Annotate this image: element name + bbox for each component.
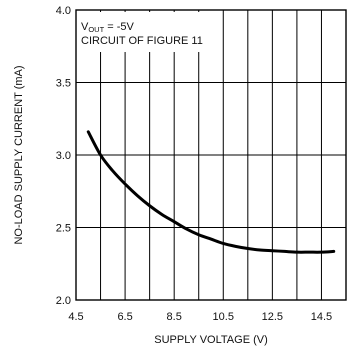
annotation-background <box>78 12 216 52</box>
x-tick-label: 14.5 <box>311 311 332 323</box>
x-tick-label: 8.5 <box>167 311 182 323</box>
y-tick-label: 3.0 <box>56 150 71 162</box>
grid <box>75 9 347 301</box>
annotation-v: V <box>81 21 89 33</box>
annotation-v-value: = -5V <box>104 21 134 33</box>
series <box>86 130 336 254</box>
x-tick-label: 4.5 <box>68 311 83 323</box>
x-tick-label: 6.5 <box>117 311 132 323</box>
x-axis-title: SUPPLY VOLTAGE (V) <box>154 334 268 346</box>
x-tick-label: 12.5 <box>262 311 283 323</box>
series-line <box>86 130 336 254</box>
annotation-v-sub: OUT <box>88 25 104 34</box>
x-tick-label: 10.5 <box>213 311 234 323</box>
y-axis-title: NO-LOAD SUPPLY CURRENT (mA) <box>13 65 25 244</box>
y-tick-label: 2.0 <box>56 295 71 307</box>
y-axis-ticks: 2.0 2.5 3.0 3.5 4.0 <box>56 5 71 307</box>
y-tick-label: 3.5 <box>56 78 71 90</box>
x-axis-ticks: 4.5 6.5 8.5 10.5 12.5 14.5 <box>68 311 332 323</box>
annotation-vout: VOUT = -5V <box>81 21 135 34</box>
y-tick-label: 2.5 <box>56 223 71 235</box>
annotation-circuit: CIRCUIT OF FIGURE 11 <box>81 35 203 47</box>
plot-frame <box>75 9 347 301</box>
y-tick-label: 4.0 <box>56 5 71 17</box>
annotation: VOUT = -5V CIRCUIT OF FIGURE 11 <box>78 12 216 52</box>
